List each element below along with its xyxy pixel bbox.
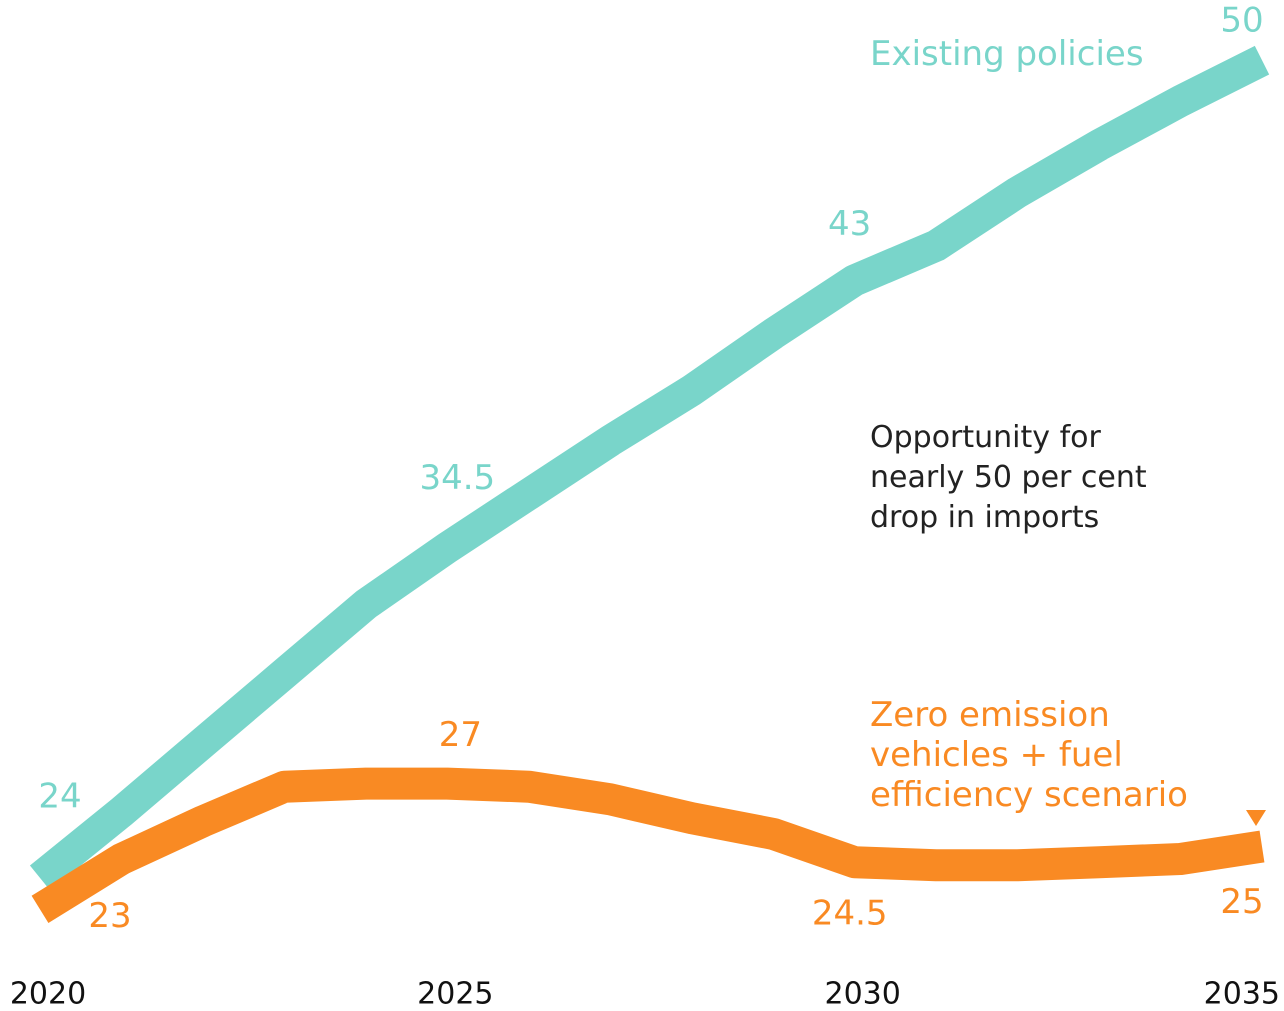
annotation: Opportunity for nearly 50 per cent drop … [870,420,1147,535]
x-tick-label: 2020 [10,977,86,1011]
value-label: 43 [828,204,871,244]
value-label: 24 [38,776,81,816]
arrow-head [1246,810,1266,826]
x-tick-label: 2025 [417,977,493,1011]
series-line [31,767,1265,924]
series-line [29,45,1270,891]
value-label: 24.5 [812,894,888,934]
series-label: Zero emission vehicles + fuel efficiency… [870,695,1188,815]
value-label: 50 [1220,1,1263,41]
value-label: 23 [88,896,131,936]
value-label: 25 [1220,882,1263,922]
series-label: Existing policies [870,34,1144,74]
x-tick-label: 2035 [1204,977,1280,1011]
x-tick-label: 2030 [824,977,900,1011]
value-label: 34.5 [419,458,495,498]
value-label: 27 [439,715,482,755]
